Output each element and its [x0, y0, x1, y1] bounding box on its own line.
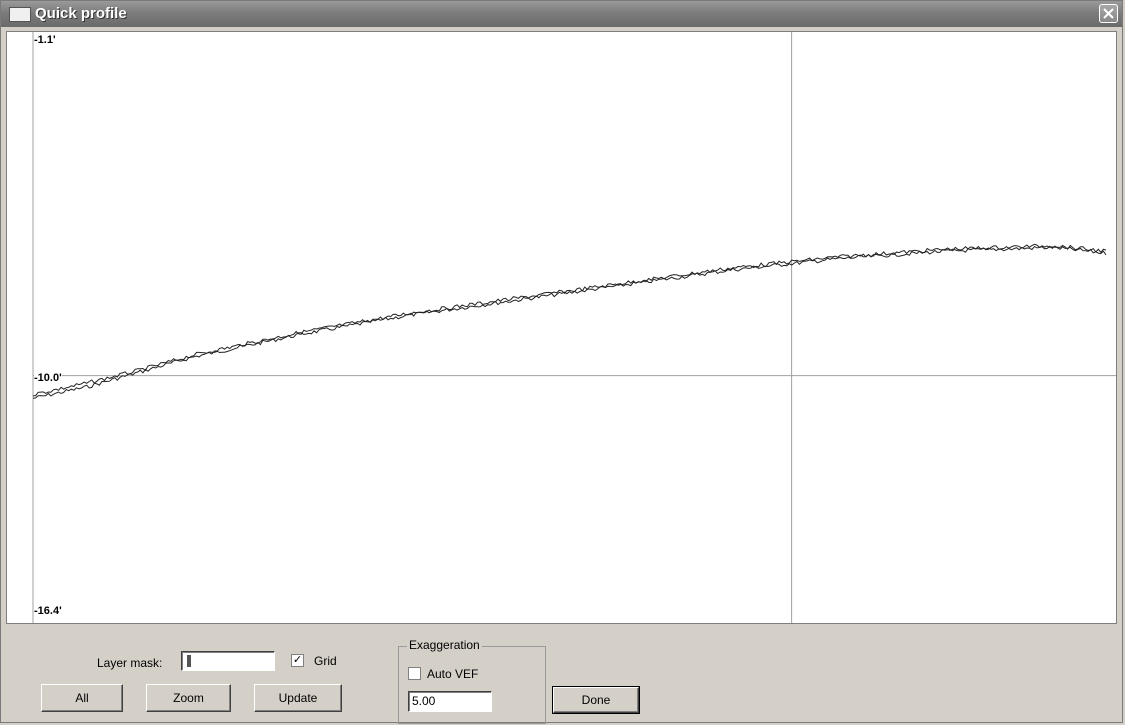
grid-label: Grid — [314, 654, 337, 668]
profile-series-2 — [33, 243, 1107, 397]
close-icon — [1103, 8, 1114, 19]
update-button[interactable]: Update — [254, 684, 342, 712]
exaggeration-legend: Exaggeration — [407, 638, 482, 652]
done-button[interactable]: Done — [552, 686, 640, 714]
window-title: Quick profile — [35, 5, 127, 22]
grid-checkbox[interactable]: ✓ — [291, 654, 304, 667]
exaggeration-value: 5.00 — [412, 694, 436, 708]
profile-chart — [32, 32, 1116, 623]
close-button[interactable] — [1099, 4, 1118, 23]
auto-vef-label: Auto VEF — [427, 667, 479, 681]
checkmark-icon: ✓ — [292, 654, 303, 666]
layer-mask-label: Layer mask: — [97, 656, 163, 670]
layer-mask-input[interactable] — [181, 651, 275, 671]
exaggeration-input[interactable]: 5.00 — [408, 691, 492, 712]
profile-plot[interactable]: -1.1' -10.0' -16.4' — [6, 31, 1117, 624]
zoom-button[interactable]: Zoom — [146, 684, 231, 712]
auto-vef-checkbox[interactable] — [408, 667, 421, 680]
exaggeration-group: Exaggeration Auto VEF 5.00 — [398, 638, 546, 724]
text-cursor — [187, 655, 191, 667]
y-axis-label-middle: -10.0' — [34, 371, 62, 384]
window-icon — [9, 7, 31, 22]
all-button[interactable]: All — [41, 684, 123, 712]
y-axis-label-bottom: -16.4' — [34, 605, 62, 617]
controls-panel: Layer mask: ✓ Grid Exaggeration Auto VEF… — [1, 626, 1122, 724]
profile-series-1 — [32, 245, 1107, 399]
y-axis-label-top: -1.1' — [34, 34, 56, 46]
title-bar[interactable]: Quick profile — [1, 1, 1122, 27]
